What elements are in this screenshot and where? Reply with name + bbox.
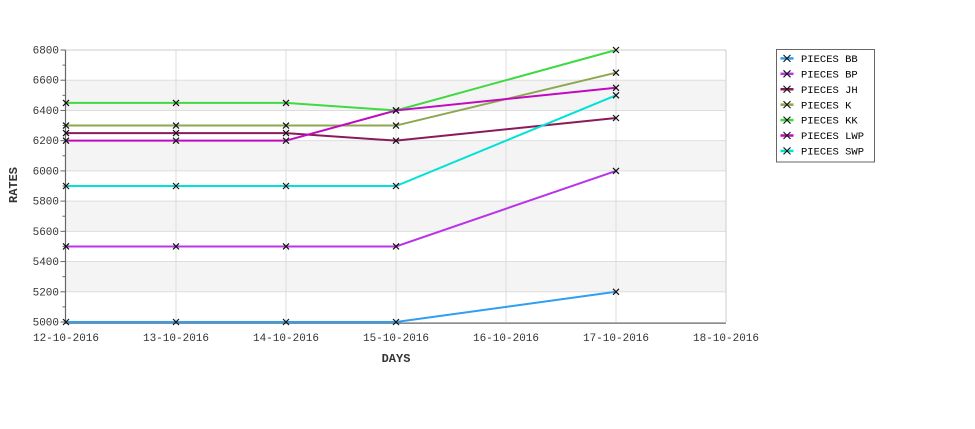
svg-text:PIECES KK: PIECES KK xyxy=(801,116,858,128)
svg-text:6800: 6800 xyxy=(33,46,59,58)
svg-text:14-10-2016: 14-10-2016 xyxy=(253,333,319,345)
svg-text:6400: 6400 xyxy=(33,106,59,118)
svg-text:18-10-2016: 18-10-2016 xyxy=(693,333,759,345)
svg-text:PIECES BB: PIECES BB xyxy=(801,54,858,66)
svg-text:PIECES LWP: PIECES LWP xyxy=(801,131,864,143)
svg-text:PIECES JH: PIECES JH xyxy=(801,85,858,97)
svg-text:12-10-2016: 12-10-2016 xyxy=(33,333,99,345)
svg-text:16-10-2016: 16-10-2016 xyxy=(473,333,539,345)
svg-text:PIECES BP: PIECES BP xyxy=(801,69,858,81)
svg-text:RATES: RATES xyxy=(7,167,21,203)
svg-text:6000: 6000 xyxy=(33,166,59,178)
svg-text:5000: 5000 xyxy=(33,318,59,330)
svg-text:PIECES SWP: PIECES SWP xyxy=(801,147,864,159)
svg-text:5800: 5800 xyxy=(33,197,59,209)
svg-text:6200: 6200 xyxy=(33,136,59,148)
svg-text:13-10-2016: 13-10-2016 xyxy=(143,333,209,345)
svg-text:PIECES K: PIECES K xyxy=(801,100,852,112)
svg-text:17-10-2016: 17-10-2016 xyxy=(583,333,649,345)
svg-text:DAYS: DAYS xyxy=(382,352,411,366)
svg-text:5400: 5400 xyxy=(33,257,59,269)
svg-text:5600: 5600 xyxy=(33,227,59,239)
svg-text:5200: 5200 xyxy=(33,287,59,299)
svg-text:15-10-2016: 15-10-2016 xyxy=(363,333,429,345)
svg-text:6600: 6600 xyxy=(33,76,59,88)
